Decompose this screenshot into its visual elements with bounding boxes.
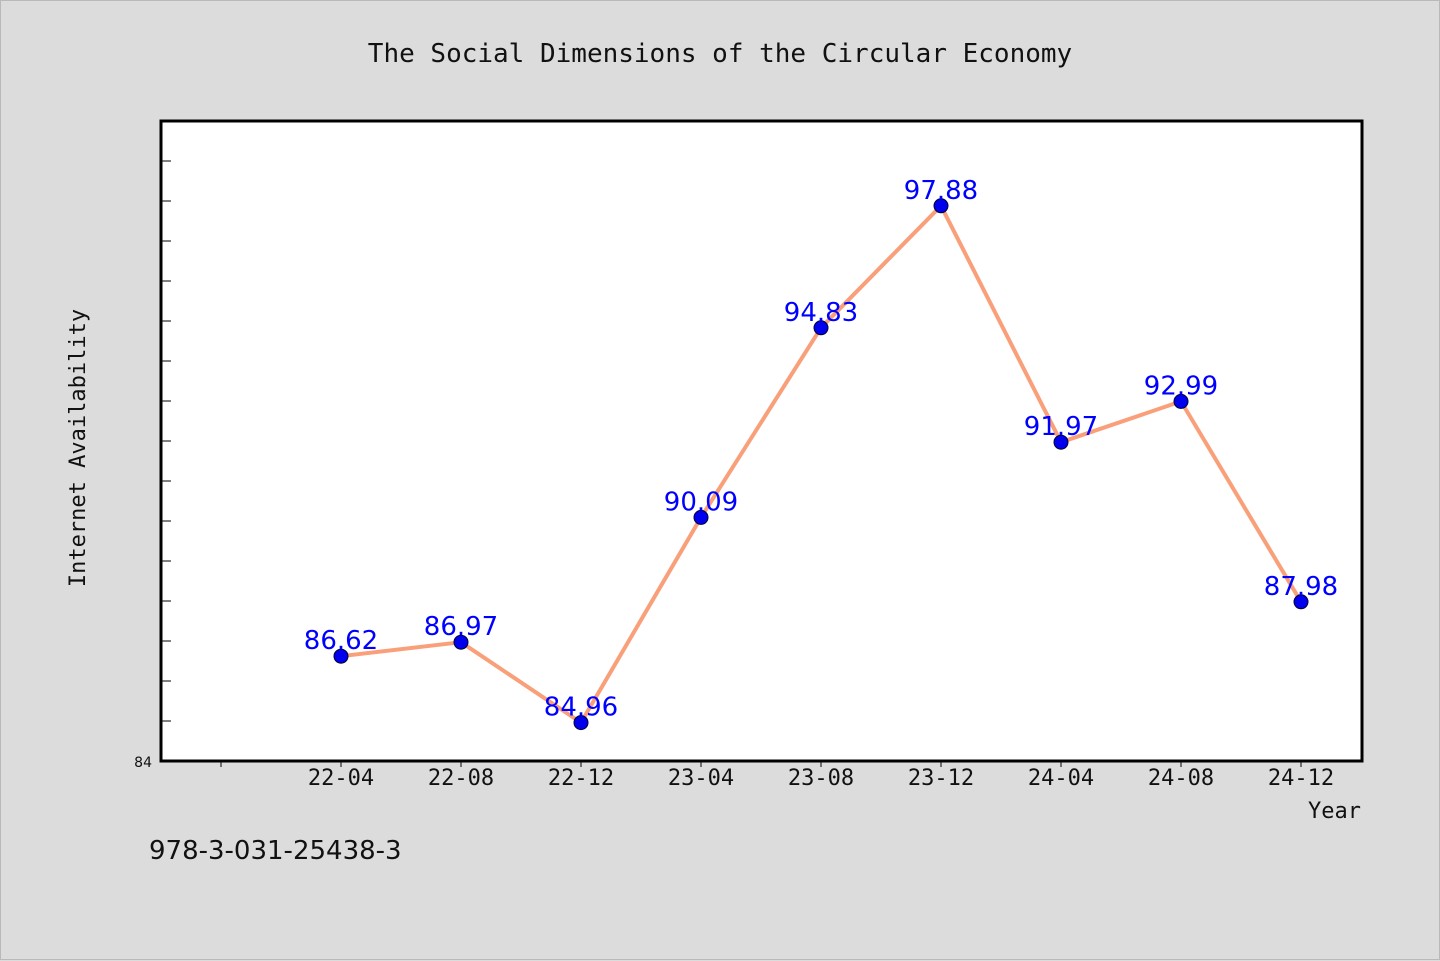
data-label: 94.83 [784,298,858,328]
x-tick-label: 24-04 [1028,766,1094,791]
x-tick-label: 22-12 [548,766,614,791]
x-axis-label: Year [1308,799,1361,824]
data-labels: 86.62 86.97 84.96 90.09 94.83 97.88 91.97 92.99… [304,176,1338,723]
x-axis-ticks: 22-04 22-08 22-12 23-04 23-08 23-12 24-04 24-08… [220,761,1334,791]
data-label: 86.97 [424,612,498,642]
data-label: 97.88 [904,176,978,206]
x-tick-label: 24-08 [1148,766,1214,791]
data-label: 91.97 [1024,412,1098,442]
data-point [1293,594,1309,610]
data-point [813,320,829,336]
data-label: 90.09 [664,487,738,517]
x-tick-label: 23-08 [788,766,854,791]
x-tick-label: 22-04 [308,766,374,791]
plot-area [159,119,1364,763]
data-point [693,509,709,525]
x-tick-label: 23-04 [668,766,734,791]
data-point [573,715,589,731]
x-tick-label: 22-08 [428,766,494,791]
data-point [453,634,469,650]
data-point [333,648,349,664]
data-point [1053,434,1069,450]
chart-title: The Social Dimensions of the Circular Ec… [368,39,1072,69]
data-label: 84.96 [544,693,618,723]
x-tick-label: 23-12 [908,766,974,791]
y-axis-label: Internet Availability [66,309,91,587]
x-tick-label: 24-12 [1268,766,1334,791]
data-markers [333,198,1309,731]
data-label: 86.62 [304,626,378,656]
y-axis-ticks [161,160,171,762]
data-label: 92.99 [1144,371,1218,401]
y-tick-label: 84 [134,755,152,771]
data-label: 87.98 [1264,572,1338,602]
data-point [1173,393,1189,409]
data-point [933,198,949,214]
isbn-caption: 978-3-031-25438-3 [149,836,402,866]
